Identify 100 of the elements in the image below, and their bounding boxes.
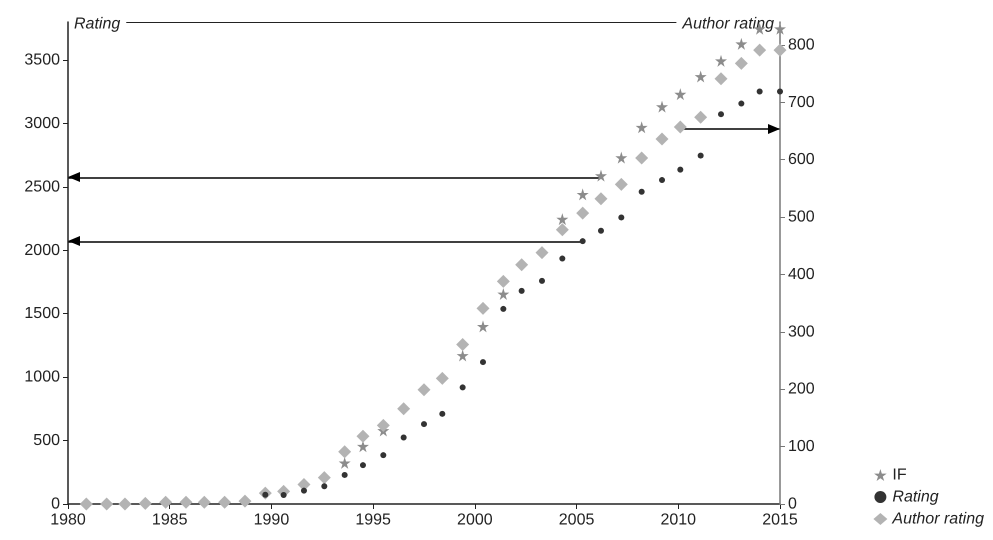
point bbox=[756, 88, 763, 95]
y-tick-label: 0 bbox=[51, 496, 60, 512]
y2-axis-title: Author rating bbox=[681, 16, 774, 32]
point bbox=[456, 349, 469, 362]
point bbox=[638, 188, 645, 195]
x-tick-label: 2015 bbox=[762, 512, 798, 528]
point bbox=[418, 383, 430, 396]
point bbox=[656, 100, 668, 113]
point bbox=[496, 274, 510, 288]
point bbox=[594, 192, 608, 206]
y-tick-label: 1000 bbox=[24, 368, 60, 386]
y-axis-title: Rating bbox=[74, 16, 120, 32]
x-tick-label: 1990 bbox=[254, 512, 290, 528]
point bbox=[338, 456, 351, 469]
point bbox=[356, 430, 370, 443]
point bbox=[576, 206, 590, 220]
point bbox=[576, 188, 589, 200]
point bbox=[118, 498, 132, 510]
point bbox=[476, 302, 490, 315]
point bbox=[614, 178, 628, 191]
point bbox=[559, 256, 566, 262]
x-tick-label: 2005 bbox=[558, 512, 594, 528]
point bbox=[138, 496, 152, 510]
point bbox=[714, 72, 728, 86]
point bbox=[360, 462, 366, 468]
point bbox=[694, 70, 707, 83]
point bbox=[436, 372, 449, 385]
y-tick-label: 2500 bbox=[24, 178, 60, 196]
point bbox=[460, 384, 466, 390]
legend-label: Author rating bbox=[891, 510, 984, 528]
point bbox=[500, 306, 506, 312]
point bbox=[677, 166, 684, 173]
point bbox=[715, 54, 728, 67]
y2-tick-label: 700 bbox=[788, 94, 815, 111]
point bbox=[556, 213, 568, 226]
x-tick-label: 1980 bbox=[50, 512, 86, 528]
point bbox=[476, 320, 489, 332]
point bbox=[615, 152, 628, 164]
point bbox=[179, 496, 192, 509]
point bbox=[694, 110, 708, 124]
point bbox=[735, 38, 748, 50]
y-tick-label: 3500 bbox=[24, 52, 60, 69]
point bbox=[777, 88, 783, 95]
point bbox=[480, 359, 486, 366]
point bbox=[342, 472, 348, 478]
point bbox=[538, 278, 545, 284]
point bbox=[656, 132, 669, 146]
point bbox=[618, 214, 624, 220]
y2-tick-label: 600 bbox=[788, 151, 815, 168]
point bbox=[738, 100, 744, 107]
point bbox=[674, 88, 686, 100]
point bbox=[380, 452, 386, 458]
x-tick-label: 1985 bbox=[152, 512, 188, 528]
point bbox=[100, 498, 114, 510]
point bbox=[674, 120, 687, 134]
point bbox=[753, 44, 766, 57]
x-tick-label: 2010 bbox=[660, 512, 696, 528]
point bbox=[594, 170, 607, 182]
point bbox=[321, 483, 328, 490]
point bbox=[400, 434, 407, 441]
point bbox=[318, 471, 331, 484]
point bbox=[698, 152, 704, 159]
y-tick-label: 500 bbox=[33, 432, 60, 450]
y2-tick-label: 500 bbox=[788, 208, 815, 226]
legend-label: IF bbox=[892, 466, 907, 484]
legend-label: Rating bbox=[892, 488, 939, 506]
point bbox=[80, 498, 93, 510]
point bbox=[535, 246, 548, 260]
point bbox=[456, 338, 470, 351]
y2-tick-label: 800 bbox=[788, 36, 815, 54]
point bbox=[734, 56, 748, 70]
point bbox=[659, 177, 666, 184]
point bbox=[397, 402, 410, 416]
point bbox=[238, 494, 252, 508]
point bbox=[774, 22, 786, 35]
point bbox=[439, 410, 446, 417]
y2-tick-label: 0 bbox=[788, 496, 797, 512]
point bbox=[636, 121, 648, 134]
point bbox=[635, 151, 648, 164]
point bbox=[159, 496, 172, 509]
point bbox=[515, 258, 528, 272]
point bbox=[774, 44, 786, 57]
y2-tick-label: 400 bbox=[788, 266, 815, 283]
point bbox=[421, 421, 427, 428]
y2-tick-label: 200 bbox=[788, 380, 815, 398]
point bbox=[580, 238, 586, 244]
y2-tick-label: 100 bbox=[788, 438, 815, 456]
point bbox=[718, 111, 724, 118]
point bbox=[518, 288, 525, 294]
y-tick-label: 3000 bbox=[24, 114, 60, 132]
y-tick-label: 2000 bbox=[24, 242, 60, 259]
point bbox=[218, 496, 232, 509]
point bbox=[300, 488, 307, 494]
y-tick-label: 1500 bbox=[24, 305, 60, 322]
x-tick-label: 2000 bbox=[457, 512, 493, 528]
point bbox=[198, 496, 211, 509]
point bbox=[598, 228, 604, 234]
point bbox=[280, 492, 287, 498]
y2-tick-label: 300 bbox=[788, 323, 815, 340]
x-tick-label: 1995 bbox=[355, 512, 392, 528]
